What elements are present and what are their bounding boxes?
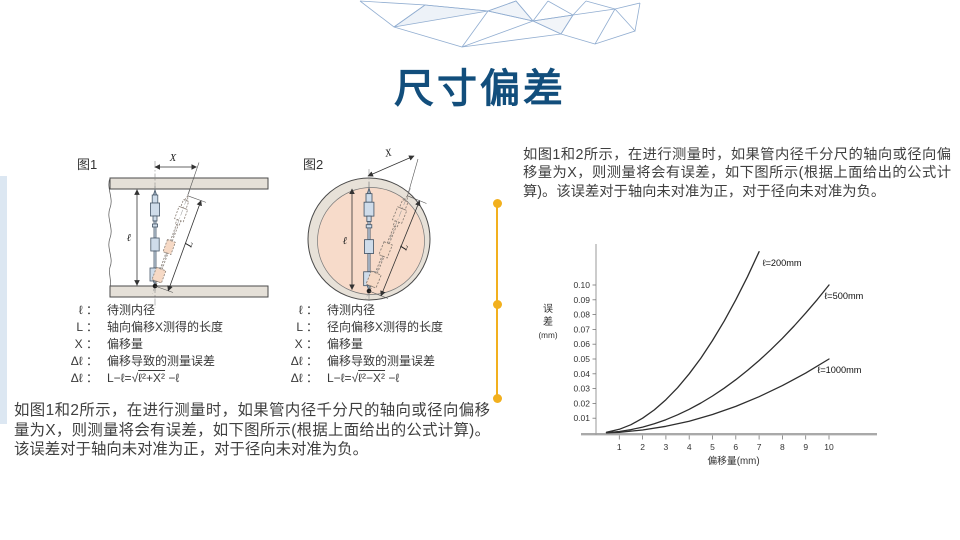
x-tick-label: 9 xyxy=(803,442,808,452)
dim-x-line xyxy=(367,155,415,177)
y-axis-title: 差 xyxy=(543,315,553,328)
y-tick-label: 0.01 xyxy=(573,413,590,423)
pivot-point xyxy=(152,283,158,289)
divider-dot xyxy=(492,394,502,403)
legend-row: Δℓ ： 偏移导致的测量误差 xyxy=(282,353,482,370)
legend-formula: L−ℓ=√ℓ²+X² −ℓ xyxy=(107,371,180,385)
x-tick-label: 5 xyxy=(710,442,715,452)
x-tick-label: 4 xyxy=(687,442,692,452)
x-tick-label: 6 xyxy=(733,442,738,452)
x-tick-label: 7 xyxy=(757,442,762,452)
legend-symbol: L ： xyxy=(76,320,98,334)
legend-row: L ： 径向偏移X测得的长度 xyxy=(282,319,482,336)
legend-text: 轴向偏移X测得的长度 xyxy=(107,320,224,334)
legend-text: 偏移导致的测量误差 xyxy=(107,354,216,368)
body-paragraph-right: 如图1和2所示，在进行测量时，如果管内径千分尺的轴向或径向偏移量为X，则测量将会… xyxy=(523,147,951,200)
legend-row: ℓ ： 待测内径 xyxy=(282,302,482,319)
y-tick-label: 0.02 xyxy=(573,398,590,408)
figure1-label: 图1 xyxy=(77,157,97,172)
left-accent-bar xyxy=(0,176,7,424)
legend-formula-row: Δℓ ： L−ℓ=√ℓ²−X² −ℓ xyxy=(282,370,482,387)
x-tick-label: 3 xyxy=(664,442,669,452)
legend-text: 待测内径 xyxy=(107,303,156,317)
legend-text: 偏移量 xyxy=(107,337,144,351)
legend-symbol: Δℓ ： xyxy=(70,354,98,368)
legend-row: L ： 轴向偏移X测得的长度 xyxy=(62,319,277,336)
series-line xyxy=(605,284,830,434)
y-tick-label: 0.03 xyxy=(573,384,590,394)
dim-outer-line xyxy=(167,200,202,292)
legend-symbol: X ： xyxy=(74,337,98,351)
series-label: ℓ=500mm xyxy=(824,291,863,301)
figure2-diagram: 图2 X ℓ L xyxy=(303,147,431,309)
page-title: 尺寸偏差 xyxy=(394,67,566,111)
x-axis-title: 偏移量(mm) xyxy=(707,454,759,467)
series-line xyxy=(605,251,760,433)
dim-x-label: X xyxy=(169,153,177,164)
x-tick-label: 1 xyxy=(617,442,622,452)
legend-row: Δℓ ： 偏移导致的测量误差 xyxy=(62,353,277,370)
series-label: ℓ=200mm xyxy=(763,258,802,268)
legend-symbol: Δℓ ： xyxy=(70,371,98,385)
legend-text: 偏移量 xyxy=(327,337,364,351)
legend-symbol: ℓ ： xyxy=(298,303,318,317)
divider-dot xyxy=(492,300,502,309)
legend-text: 待测内径 xyxy=(327,303,376,317)
y-axis-unit: (mm) xyxy=(538,331,557,340)
figure2-legend: ℓ ： 待测内径 L ： 径向偏移X测得的长度 X ： 偏移量 Δℓ ： 偏移导致的测量… xyxy=(282,302,482,387)
x-tick-label: 2 xyxy=(640,442,645,452)
legend-symbol: X ： xyxy=(294,337,318,351)
figure1-diagram: 图1 X ℓ L xyxy=(77,153,269,308)
legend-text: 偏移导致的测量误差 xyxy=(327,354,436,368)
legend-text: 径向偏移X测得的长度 xyxy=(327,320,444,334)
error-chart: 0.01 0.02 0.03 0.04 0.05 0.06 0.07 0.08 0.09 0.10… xyxy=(538,244,877,467)
y-axis-title: 误 xyxy=(543,303,553,315)
legend-symbol: Δℓ ： xyxy=(290,354,318,368)
mesh-decoration xyxy=(359,0,641,48)
y-tick-label: 0.04 xyxy=(573,369,590,379)
figure1-legend: ℓ ： 待测内径 L ： 轴向偏移X测得的长度 X ： 偏移量 Δℓ ： 偏移导致的测量… xyxy=(62,302,277,387)
dim-outer-label: L xyxy=(398,242,411,253)
x-tick-label: 8 xyxy=(780,442,785,452)
x-tick-label: 10 xyxy=(824,442,834,452)
dim-outer-line xyxy=(380,200,421,297)
divider-dot xyxy=(492,198,502,208)
legend-symbol: Δℓ ： xyxy=(290,371,318,385)
y-tick-label: 0.05 xyxy=(573,354,590,364)
dim-x-label: X xyxy=(383,147,393,160)
y-tick-label: 0.10 xyxy=(573,280,590,290)
legend-row: ℓ ： 待测内径 xyxy=(62,302,277,319)
series-line xyxy=(605,358,830,434)
y-tick-label: 0.07 xyxy=(573,324,590,334)
y-tick-label: 0.08 xyxy=(573,310,590,320)
legend-symbol: ℓ ： xyxy=(78,303,98,317)
y-tick-label: 0.06 xyxy=(573,339,590,349)
legend-symbol: L ： xyxy=(296,320,318,334)
body-paragraph-left: 如图1和2所示，在进行测量时，如果管内径千分尺的轴向或径向偏移量为X，则测量将会… xyxy=(14,402,490,459)
dim-inner-label: ℓ xyxy=(127,233,132,244)
legend-row: X ： 偏移量 xyxy=(282,336,482,353)
legend-row: X ： 偏移量 xyxy=(62,336,277,353)
legend-formula-row: Δℓ ： L−ℓ=√ℓ²+X² −ℓ xyxy=(62,370,277,387)
dim-inner-label: ℓ xyxy=(343,236,348,247)
dim-outer-label: L xyxy=(183,240,196,250)
y-tick-label: 0.09 xyxy=(573,295,590,305)
figure2-label: 图2 xyxy=(303,157,323,172)
break-line xyxy=(108,177,112,288)
legend-formula: L−ℓ=√ℓ²−X² −ℓ xyxy=(327,371,400,385)
series-label: ℓ=1000mm xyxy=(817,365,861,375)
